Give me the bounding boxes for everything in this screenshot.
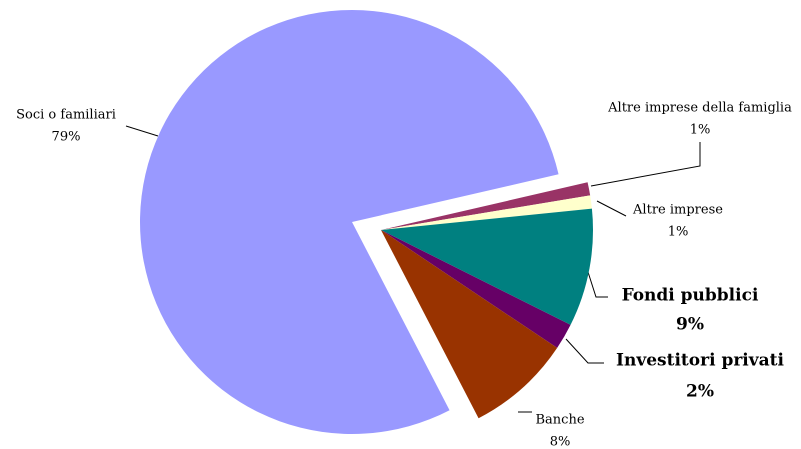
- value-label: 1%: [668, 225, 689, 240]
- value-label: 9%: [676, 315, 704, 335]
- pie-slice: [381, 230, 571, 348]
- slice-label: Banche: [535, 413, 584, 428]
- leader-line: [125, 125, 159, 137]
- slice-label: Soci o familiari: [16, 108, 116, 123]
- pie-slice: [139, 9, 559, 434]
- leader-line: [596, 200, 627, 217]
- slice-label: Investitori privati: [616, 351, 784, 371]
- slice-label: Fondi pubblici: [622, 286, 759, 306]
- pie-slice: [381, 195, 592, 230]
- value-label: 79%: [52, 130, 81, 145]
- value-label: 2%: [686, 382, 714, 402]
- value-label: 8%: [550, 435, 571, 449]
- slice-label: Altre imprese: [632, 203, 723, 218]
- leader-lines: [125, 125, 701, 413]
- leader-line: [587, 271, 608, 298]
- pie-slice: [381, 208, 593, 325]
- leader-line: [590, 142, 701, 187]
- pie-slice: [381, 230, 558, 419]
- pie-slice: [381, 182, 591, 230]
- value-label: 1%: [690, 123, 711, 138]
- leader-line: [565, 338, 604, 364]
- slice-label: Altre imprese della famiglia: [607, 101, 792, 116]
